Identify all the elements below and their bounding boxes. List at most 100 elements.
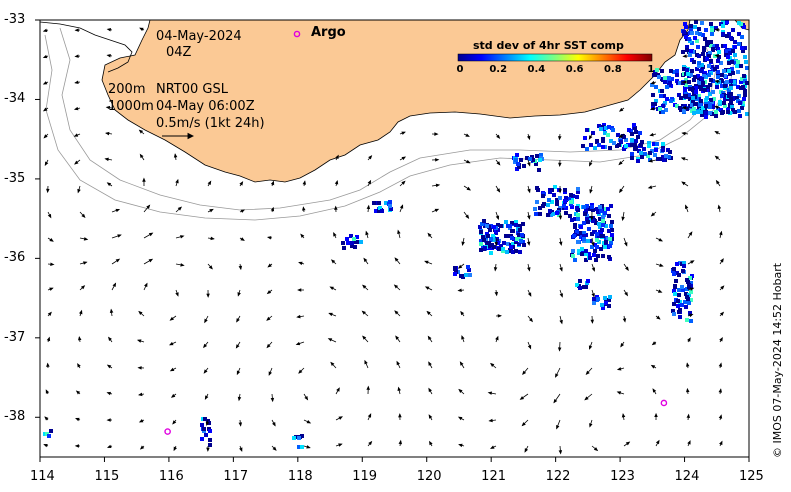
sst-pixel <box>700 113 704 117</box>
current-vector-head <box>588 135 593 140</box>
sst-pixel <box>491 234 495 238</box>
current-vector-head <box>368 155 373 160</box>
sst-pixel <box>745 66 749 70</box>
sst-pixel <box>518 224 522 228</box>
sst-pixel <box>501 247 505 251</box>
sst-pixel <box>590 205 594 209</box>
sst-pixel <box>689 290 693 294</box>
west-coastline <box>39 21 133 73</box>
current-vector-head <box>589 189 593 194</box>
sst-pixel <box>200 437 204 441</box>
source-label: NRT00 GSL <box>156 82 228 97</box>
current-vector-head <box>625 266 629 271</box>
current-vector-head <box>81 213 86 218</box>
current-vector-head <box>297 288 302 292</box>
sst-pixel <box>542 202 546 206</box>
sst-pixel <box>601 219 605 223</box>
sst-pixel <box>697 80 701 84</box>
current-vector-head <box>427 232 432 237</box>
sst-pixel <box>737 21 741 25</box>
current-vector-head <box>652 388 657 393</box>
sst-pixel <box>480 222 484 226</box>
current-vector-head <box>148 232 154 237</box>
sst-pixel <box>693 102 697 106</box>
sst-pixel <box>708 51 712 55</box>
sst-pixel <box>535 200 539 204</box>
sst-pixel <box>686 280 690 284</box>
current-vector-head <box>558 136 562 141</box>
current-vector-head <box>361 310 366 315</box>
sst-pixel <box>592 253 596 257</box>
current-vector-head <box>524 448 529 453</box>
sst-pixel <box>531 158 535 162</box>
current-vector-head <box>401 131 406 135</box>
current-vector-head <box>394 257 399 262</box>
sst-pixel <box>682 67 686 71</box>
current-vector-head <box>236 318 240 323</box>
x-tick-label: 115 <box>94 469 120 484</box>
sst-pixel <box>519 158 523 162</box>
current-vector-head <box>44 161 49 166</box>
sst-pixel <box>636 135 640 139</box>
sst-pixel <box>729 86 733 90</box>
sst-pixel <box>693 36 697 40</box>
sst-pixel <box>655 68 659 72</box>
sst-pixel <box>511 242 515 246</box>
sst-pixel <box>593 146 597 150</box>
current-vector-head <box>558 189 562 194</box>
sst-pixel <box>604 240 608 244</box>
sst-pixel <box>661 155 665 159</box>
sst-pixel <box>591 208 595 212</box>
colorbar <box>457 53 653 62</box>
current-vector-head <box>624 242 628 247</box>
sst-pixel <box>716 70 720 74</box>
current-vector-head <box>555 373 559 378</box>
current-vector-head <box>335 154 339 160</box>
sst-pixel <box>710 65 714 69</box>
sst-pixel <box>479 248 483 252</box>
sst-pixel <box>730 60 734 64</box>
sst-pixel <box>622 135 626 139</box>
current-vector-head <box>106 182 112 187</box>
sst-pixel <box>681 288 685 292</box>
current-vector-head <box>112 282 117 288</box>
sst-pixel <box>740 77 744 81</box>
sst-pixel <box>740 35 744 39</box>
current-vector-head <box>616 367 622 371</box>
current-vector-head <box>584 396 589 401</box>
current-vector-head <box>240 209 246 213</box>
sst-pixel <box>717 50 721 54</box>
current-vector-head <box>180 263 185 267</box>
sst-pixel <box>681 269 685 273</box>
sst-pixel <box>511 229 515 233</box>
current-vector-head <box>46 188 50 194</box>
sst-pixel <box>499 224 503 228</box>
current-vector-head <box>494 242 498 247</box>
sst-pixel <box>585 204 589 208</box>
sst-pixel <box>660 69 664 73</box>
sst-pixel <box>709 98 713 102</box>
sst-pixel <box>640 140 644 144</box>
sst-pixel <box>703 88 707 92</box>
sst-pixel <box>654 99 658 103</box>
sst-pixel <box>466 265 470 269</box>
current-vector-head <box>330 259 336 264</box>
sst-pixel <box>600 234 604 238</box>
x-tick-label: 123 <box>610 469 635 484</box>
sst-pixel <box>725 49 729 53</box>
sst-pixel <box>646 154 650 158</box>
sst-pixel <box>707 54 711 58</box>
current-vector-head <box>590 216 594 221</box>
current-vector-head <box>687 337 691 342</box>
sst-pixel <box>587 227 591 231</box>
sst-pixel <box>721 32 725 36</box>
current-vector-head <box>80 285 86 290</box>
sst-pixel <box>684 83 688 87</box>
current-vector-head <box>589 162 593 167</box>
current-vector-head <box>435 183 441 188</box>
x-tick-label: 116 <box>158 469 184 484</box>
sst-pixel <box>743 93 747 97</box>
current-vector-head <box>558 162 562 167</box>
sst-pixel <box>483 246 487 250</box>
